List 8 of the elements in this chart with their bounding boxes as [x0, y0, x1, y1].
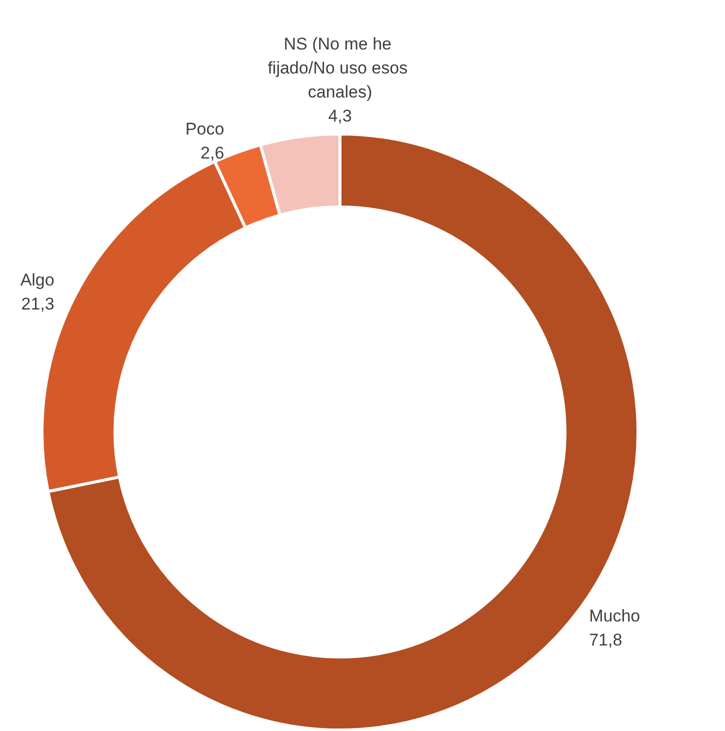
data-label: 71,8 — [589, 630, 622, 650]
slice-label: Poco — [185, 119, 224, 138]
slice-label: NS (No me he fijado/No uso esos canales) — [268, 34, 412, 102]
data-label: 21,3 — [21, 294, 54, 314]
slice-label: Algo — [20, 270, 54, 290]
data-label: 2,6 — [200, 143, 224, 162]
data-label: 4,3 — [328, 106, 352, 126]
slice-label: Mucho — [589, 606, 640, 626]
